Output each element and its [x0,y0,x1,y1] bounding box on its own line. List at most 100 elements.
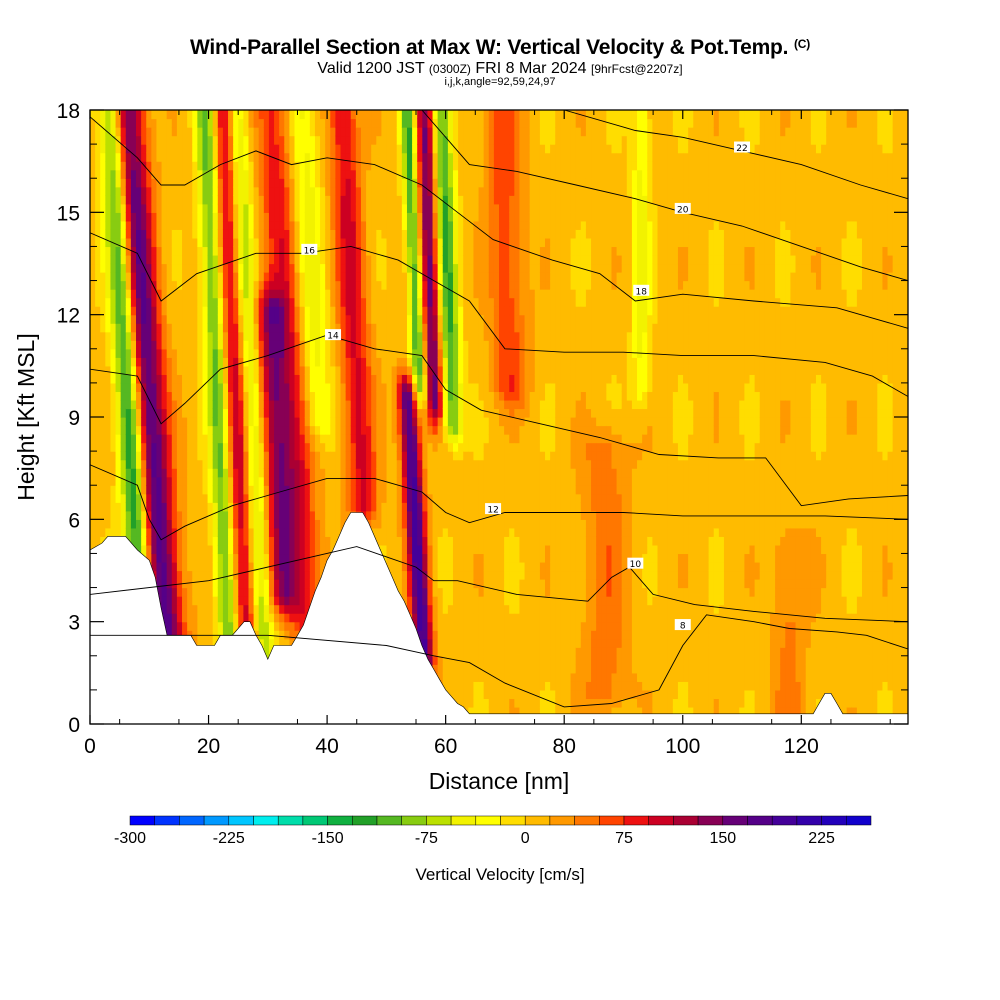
velocity-cell [202,135,209,145]
velocity-cell [355,161,362,171]
velocity-cell [233,382,239,393]
velocity-cell [371,502,377,512]
velocity-cell [197,630,204,640]
velocity-cell [212,596,219,606]
velocity-cell [120,229,127,239]
velocity-cell [182,365,188,375]
velocity-cell [422,220,429,230]
velocity-cell [192,408,198,418]
velocity-cell [401,246,408,256]
velocity-cell [330,399,336,410]
velocity-cell [212,144,219,154]
velocity-cell [304,297,311,307]
velocity-cell [156,544,163,555]
velocity-cell [330,451,336,461]
velocity-cell [304,374,311,384]
velocity-cell [391,451,398,461]
velocity-cell [207,493,214,503]
velocity-cell [274,297,280,307]
velocity-cell [146,451,152,461]
velocity-cell [294,596,301,606]
velocity-cell [125,178,132,188]
velocity-cell [376,297,383,307]
velocity-cell [222,561,229,572]
velocity-cell [274,348,280,358]
velocity-cell [381,493,388,503]
velocity-cell [289,203,296,213]
velocity-cell [314,110,321,120]
velocity-cell [325,169,331,179]
velocity-cell [238,425,244,435]
velocity-cell [263,374,270,384]
velocity-cell [197,553,204,563]
velocity-cell [350,186,357,196]
velocity-cell [176,553,183,563]
velocity-cell [325,289,331,299]
velocity-cell [238,169,244,179]
velocity-cell [314,237,321,248]
velocity-cell [243,152,250,162]
velocity-cell [289,127,296,137]
velocity-cell [233,451,239,461]
velocity-cell [192,289,198,299]
velocity-cell [161,459,168,469]
velocity-cell [325,178,331,188]
velocity-cell [176,186,183,196]
velocity-cell [253,382,260,393]
velocity-cell [176,519,183,529]
velocity-cell [284,365,290,375]
velocity-cell [386,135,393,145]
velocity-cell [371,331,377,341]
velocity-cell [437,664,444,674]
velocity-cell [207,485,214,495]
velocity-cell [350,476,357,486]
velocity-cell [238,135,244,145]
velocity-cell [437,135,444,145]
velocity-cell [314,391,321,401]
velocity-cell [360,195,367,205]
velocity-cell [422,186,429,196]
velocity-cell [212,621,219,631]
velocity-cell [299,186,306,196]
velocity-cell [243,110,250,120]
velocity-cell [156,280,163,290]
velocity-cell [401,203,408,213]
velocity-cell [233,195,239,205]
velocity-cell [284,254,290,265]
velocity-cell [253,485,260,495]
velocity-cell [314,229,321,239]
velocity-cell [151,152,158,162]
velocity-cell [335,510,342,520]
velocity-cell [228,493,234,503]
velocity-cell [396,306,403,316]
velocity-cell [274,485,280,495]
velocity-cell [151,306,158,316]
velocity-cell [401,152,408,162]
velocity-cell [432,451,439,461]
velocity-cell [268,604,275,614]
velocity-cell [100,220,106,230]
velocity-cell [284,314,290,324]
velocity-cell [228,272,234,282]
velocity-cell [294,485,301,495]
velocity-cell [289,442,296,452]
velocity-cell [120,510,127,520]
velocity-cell [95,280,101,290]
velocity-cell [350,229,357,239]
velocity-cell [263,485,270,495]
velocity-cell [105,399,112,410]
velocity-cell [299,451,306,461]
velocity-cell [243,178,250,188]
velocity-cell [268,587,275,597]
velocity-cell [422,306,429,316]
valid-utc: (0300Z) [428,62,471,76]
velocity-cell [437,510,444,520]
velocity-cell [294,357,301,367]
velocity-cell [391,144,398,154]
velocity-cell [274,408,280,418]
velocity-cell [130,118,137,128]
velocity-cell [320,536,326,546]
velocity-cell [151,340,158,350]
velocity-cell [376,272,383,282]
velocity-cell [350,144,357,154]
